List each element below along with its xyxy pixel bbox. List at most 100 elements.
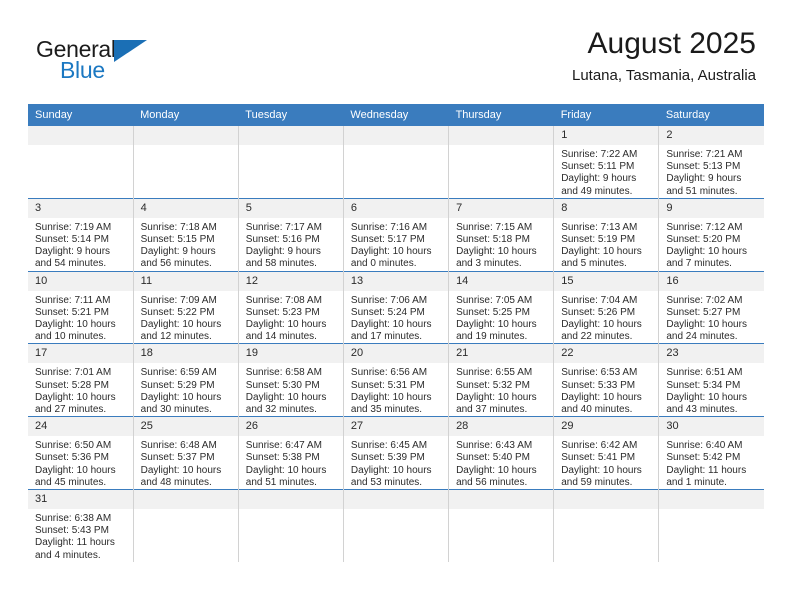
calendar-day-daylight-line2: and 27 minutes. bbox=[35, 404, 107, 416]
calendar-day-number: 15 bbox=[554, 271, 659, 292]
calendar-day-daylight-line1: Daylight: 10 hours bbox=[666, 246, 747, 258]
calendar-day-daylight-line2: and 14 minutes. bbox=[245, 331, 317, 343]
calendar-cell-empty bbox=[28, 126, 134, 199]
calendar-day-info: Sunrise: 7:18 AM Sunset: 5:15 PM Daylight:… bbox=[134, 219, 238, 271]
calendar-day-cell[interactable]: 7 Sunrise: 7:15 AM Sunset: 5:18 PM Daylight… bbox=[448, 197, 555, 272]
calendar-day-daylight-line1: Daylight: 9 hours bbox=[35, 246, 111, 258]
calendar-day-number: 21 bbox=[449, 344, 554, 365]
calendar-day-number: 17 bbox=[28, 344, 133, 365]
calendar-day-cell[interactable]: 25 Sunrise: 6:48 AM Sunset: 5:37 PM Dayligh… bbox=[133, 416, 239, 490]
calendar-day-daylight-line1: Daylight: 10 hours bbox=[35, 391, 116, 403]
calendar-day-number: 27 bbox=[343, 417, 449, 438]
calendar-day-sunrise: Sunrise: 7:18 AM bbox=[140, 221, 217, 233]
calendar-day-info: Sunrise: 7:05 AM Sunset: 5:25 PM Daylight:… bbox=[449, 292, 553, 344]
calendar-day-sunrise: Sunrise: 7:21 AM bbox=[666, 149, 743, 160]
calendar-cell-blank-strip bbox=[238, 126, 343, 145]
calendar-day-cell[interactable]: 11 Sunrise: 7:09 AM Sunset: 5:22 PM Dayligh… bbox=[133, 270, 239, 344]
calendar-day-daylight-line1: Daylight: 10 hours bbox=[666, 319, 747, 331]
calendar-day-sunrise: Sunrise: 7:09 AM bbox=[140, 294, 217, 306]
calendar-day-sunset: Sunset: 5:11 PM bbox=[561, 161, 635, 173]
calendar-day-sunrise: Sunrise: 6:47 AM bbox=[245, 440, 322, 452]
calendar-day-cell[interactable]: 5 Sunrise: 7:17 AM Sunset: 5:16 PM Daylight… bbox=[238, 197, 344, 272]
calendar-day-daylight-line2: and 59 minutes. bbox=[561, 476, 633, 488]
calendar-day-cell[interactable]: 21 Sunrise: 6:55 AM Sunset: 5:32 PM Dayligh… bbox=[448, 343, 555, 417]
calendar-day-cell[interactable]: 22 Sunrise: 6:53 AM Sunset: 5:33 PM Dayligh… bbox=[553, 343, 660, 417]
weekday-header-saturday: Saturday bbox=[658, 104, 764, 126]
calendar-day-cell[interactable]: 10 Sunrise: 7:11 AM Sunset: 5:21 PM Dayligh… bbox=[28, 270, 134, 344]
calendar-day-cell[interactable]: 6 Sunrise: 7:16 AM Sunset: 5:17 PM Daylight… bbox=[343, 197, 450, 272]
calendar-day-number: 1 bbox=[554, 126, 659, 146]
calendar-day-cell[interactable]: 18 Sunrise: 6:59 AM Sunset: 5:29 PM Dayligh… bbox=[133, 343, 239, 417]
calendar-day-info: Sunrise: 6:48 AM Sunset: 5:37 PM Daylight:… bbox=[134, 437, 238, 489]
calendar-day-sunrise: Sunrise: 6:42 AM bbox=[561, 440, 638, 452]
calendar-day-daylight-line2: and 5 minutes. bbox=[561, 258, 627, 270]
calendar-day-cell[interactable]: 26 Sunrise: 6:47 AM Sunset: 5:38 PM Dayligh… bbox=[238, 416, 344, 490]
calendar-day-sunrise: Sunrise: 7:19 AM bbox=[35, 221, 112, 233]
calendar-day-number: 5 bbox=[238, 198, 343, 219]
calendar-day-number: 24 bbox=[28, 417, 133, 438]
calendar-day-number: 12 bbox=[238, 271, 343, 292]
calendar-day-daylight-line1: Daylight: 10 hours bbox=[666, 391, 747, 403]
calendar-day-info: Sunrise: 7:22 AM Sunset: 5:11 PM Daylight:… bbox=[554, 146, 658, 198]
calendar-day-cell[interactable]: 19 Sunrise: 6:58 AM Sunset: 5:30 PM Dayligh… bbox=[238, 343, 344, 417]
calendar-cell-empty bbox=[133, 489, 239, 562]
calendar-header-row: Sunday Monday Tuesday Wednesday Thursday… bbox=[28, 104, 764, 126]
calendar-day-cell[interactable]: 30 Sunrise: 6:40 AM Sunset: 5:42 PM Dayligh… bbox=[658, 416, 764, 490]
general-blue-logo[interactable]: General Blue bbox=[36, 36, 166, 88]
calendar-day-daylight-line2: and 45 minutes. bbox=[35, 476, 107, 488]
calendar-day-number: 28 bbox=[449, 417, 554, 438]
calendar-day-info: Sunrise: 7:12 AM Sunset: 5:20 PM Daylight:… bbox=[659, 219, 764, 271]
calendar-day-sunset: Sunset: 5:39 PM bbox=[350, 452, 425, 464]
calendar-day-cell[interactable]: 20 Sunrise: 6:56 AM Sunset: 5:31 PM Dayligh… bbox=[343, 343, 450, 417]
calendar-day-cell[interactable]: 24 Sunrise: 6:50 AM Sunset: 5:36 PM Dayligh… bbox=[28, 416, 134, 490]
calendar-day-cell[interactable]: 4 Sunrise: 7:18 AM Sunset: 5:15 PM Daylight… bbox=[133, 197, 239, 272]
calendar-cell-empty bbox=[133, 126, 239, 199]
calendar-day-cell[interactable]: 13 Sunrise: 7:06 AM Sunset: 5:24 PM Dayligh… bbox=[343, 270, 450, 344]
calendar-day-daylight-line1: Daylight: 10 hours bbox=[456, 246, 537, 258]
calendar-day-cell[interactable]: 28 Sunrise: 6:43 AM Sunset: 5:40 PM Dayligh… bbox=[448, 416, 555, 490]
calendar-day-number: 4 bbox=[133, 198, 238, 219]
calendar-day-cell[interactable]: 1 Sunrise: 7:22 AM Sunset: 5:11 PM Daylight… bbox=[553, 126, 660, 199]
calendar-day-number: 16 bbox=[659, 271, 764, 292]
calendar-day-cell[interactable]: 29 Sunrise: 6:42 AM Sunset: 5:41 PM Dayligh… bbox=[553, 416, 660, 490]
calendar-day-daylight-line2: and 32 minutes. bbox=[245, 404, 317, 416]
weekday-header-thursday: Thursday bbox=[448, 104, 554, 126]
calendar-day-sunset: Sunset: 5:37 PM bbox=[140, 452, 215, 464]
calendar-day-info: Sunrise: 6:55 AM Sunset: 5:32 PM Daylight:… bbox=[449, 364, 553, 416]
calendar-cell-blank-strip bbox=[133, 126, 238, 145]
calendar-week-row: 3 Sunrise: 7:19 AM Sunset: 5:14 PM Daylight… bbox=[28, 197, 764, 272]
calendar-day-cell[interactable]: 3 Sunrise: 7:19 AM Sunset: 5:14 PM Daylight… bbox=[28, 197, 134, 272]
calendar-cell-blank-strip bbox=[449, 490, 554, 510]
calendar-day-cell[interactable]: 8 Sunrise: 7:13 AM Sunset: 5:19 PM Daylight… bbox=[553, 197, 660, 272]
calendar-week-row: 31 Sunrise: 6:38 AM Sunset: 5:43 PM Dayligh… bbox=[28, 489, 764, 562]
calendar-day-info: Sunrise: 7:15 AM Sunset: 5:18 PM Daylight:… bbox=[449, 219, 553, 271]
calendar-day-cell[interactable]: 31 Sunrise: 6:38 AM Sunset: 5:43 PM Dayligh… bbox=[28, 489, 134, 562]
calendar-day-daylight-line2: and 56 minutes. bbox=[456, 476, 528, 488]
calendar-day-sunrise: Sunrise: 6:53 AM bbox=[561, 367, 638, 379]
calendar-day-daylight-line1: Daylight: 9 hours bbox=[561, 173, 637, 185]
calendar-day-sunrise: Sunrise: 6:43 AM bbox=[456, 440, 533, 452]
calendar-day-cell[interactable]: 27 Sunrise: 6:45 AM Sunset: 5:39 PM Dayligh… bbox=[343, 416, 450, 490]
calendar-day-cell[interactable]: 16 Sunrise: 7:02 AM Sunset: 5:27 PM Dayligh… bbox=[658, 270, 764, 344]
calendar-day-cell[interactable]: 12 Sunrise: 7:08 AM Sunset: 5:23 PM Dayligh… bbox=[238, 270, 344, 344]
calendar-cell-blank-strip bbox=[554, 490, 659, 510]
calendar-day-sunset: Sunset: 5:21 PM bbox=[35, 306, 109, 318]
calendar-week-row: 10 Sunrise: 7:11 AM Sunset: 5:21 PM Dayligh… bbox=[28, 270, 764, 344]
calendar-day-cell[interactable]: 2 Sunrise: 7:21 AM Sunset: 5:13 PM Daylight… bbox=[658, 126, 764, 199]
calendar-day-sunset: Sunset: 5:17 PM bbox=[350, 234, 425, 246]
calendar-day-cell[interactable]: 15 Sunrise: 7:04 AM Sunset: 5:26 PM Dayligh… bbox=[553, 270, 660, 344]
logo-text-blue: Blue bbox=[60, 57, 105, 83]
calendar-day-number: 10 bbox=[28, 271, 133, 292]
calendar-day-sunset: Sunset: 5:42 PM bbox=[666, 452, 741, 464]
calendar-day-daylight-line1: Daylight: 9 hours bbox=[140, 246, 216, 258]
calendar-day-sunset: Sunset: 5:43 PM bbox=[35, 525, 109, 537]
calendar-day-cell[interactable]: 23 Sunrise: 6:51 AM Sunset: 5:34 PM Dayligh… bbox=[658, 343, 764, 417]
calendar-day-cell[interactable]: 9 Sunrise: 7:12 AM Sunset: 5:20 PM Daylight… bbox=[658, 197, 764, 272]
calendar-day-daylight-line1: Daylight: 10 hours bbox=[456, 391, 537, 403]
calendar-body: 1 Sunrise: 7:22 AM Sunset: 5:11 PM Daylight… bbox=[28, 126, 764, 562]
calendar-day-cell[interactable]: 14 Sunrise: 7:05 AM Sunset: 5:25 PM Dayligh… bbox=[448, 270, 555, 344]
calendar-day-daylight-line2: and 24 minutes. bbox=[666, 331, 738, 343]
calendar-cell-blank-strip bbox=[449, 126, 554, 145]
calendar-day-sunset: Sunset: 5:38 PM bbox=[245, 452, 320, 464]
calendar-day-cell[interactable]: 17 Sunrise: 7:01 AM Sunset: 5:28 PM Dayligh… bbox=[28, 343, 134, 417]
